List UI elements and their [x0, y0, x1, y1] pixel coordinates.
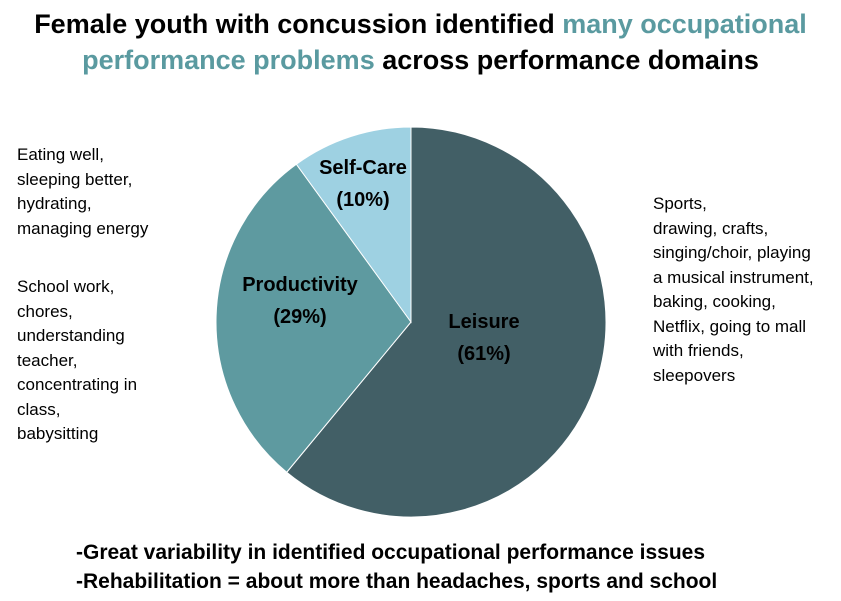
slice-name-self-care: Self-Care [319, 157, 407, 179]
bullet-variability: -Great variability in identified occupat… [76, 541, 706, 564]
slice-name-productivity: Productivity [242, 274, 358, 296]
leisure-examples: Sports, drawing, crafts, singing/choir, … [653, 194, 814, 385]
selfcare-examples: Eating well, sleeping better, hydrating,… [17, 145, 149, 238]
pie-labels: Leisure (61%) Productivity (29%) Self-Care (1… [242, 157, 519, 365]
pie-slices [215, 126, 607, 518]
title-highlight: many occupational performance problems [82, 9, 807, 75]
slice-self-care [295, 126, 412, 324]
title-part-1: Female youth with concussion identified [34, 9, 563, 39]
slice-percent-leisure: (61%) [457, 343, 510, 365]
slice-percent-self-care: (10%) [336, 189, 389, 211]
chart-title: Female youth with concussion identified … [0, 6, 841, 78]
bullet-rehabilitation: -Rehabilitation = about more than headac… [76, 570, 718, 593]
slice-percent-productivity: (29%) [273, 306, 326, 328]
slice-productivity [215, 163, 412, 473]
slice-leisure [285, 126, 607, 518]
productivity-examples: School work, chores, understanding teach… [17, 277, 138, 443]
summary-bullets: -Great variability in identified occupat… [76, 538, 717, 596]
title-part-3: across performance domains [374, 45, 759, 75]
slice-name-leisure: Leisure [448, 311, 519, 333]
